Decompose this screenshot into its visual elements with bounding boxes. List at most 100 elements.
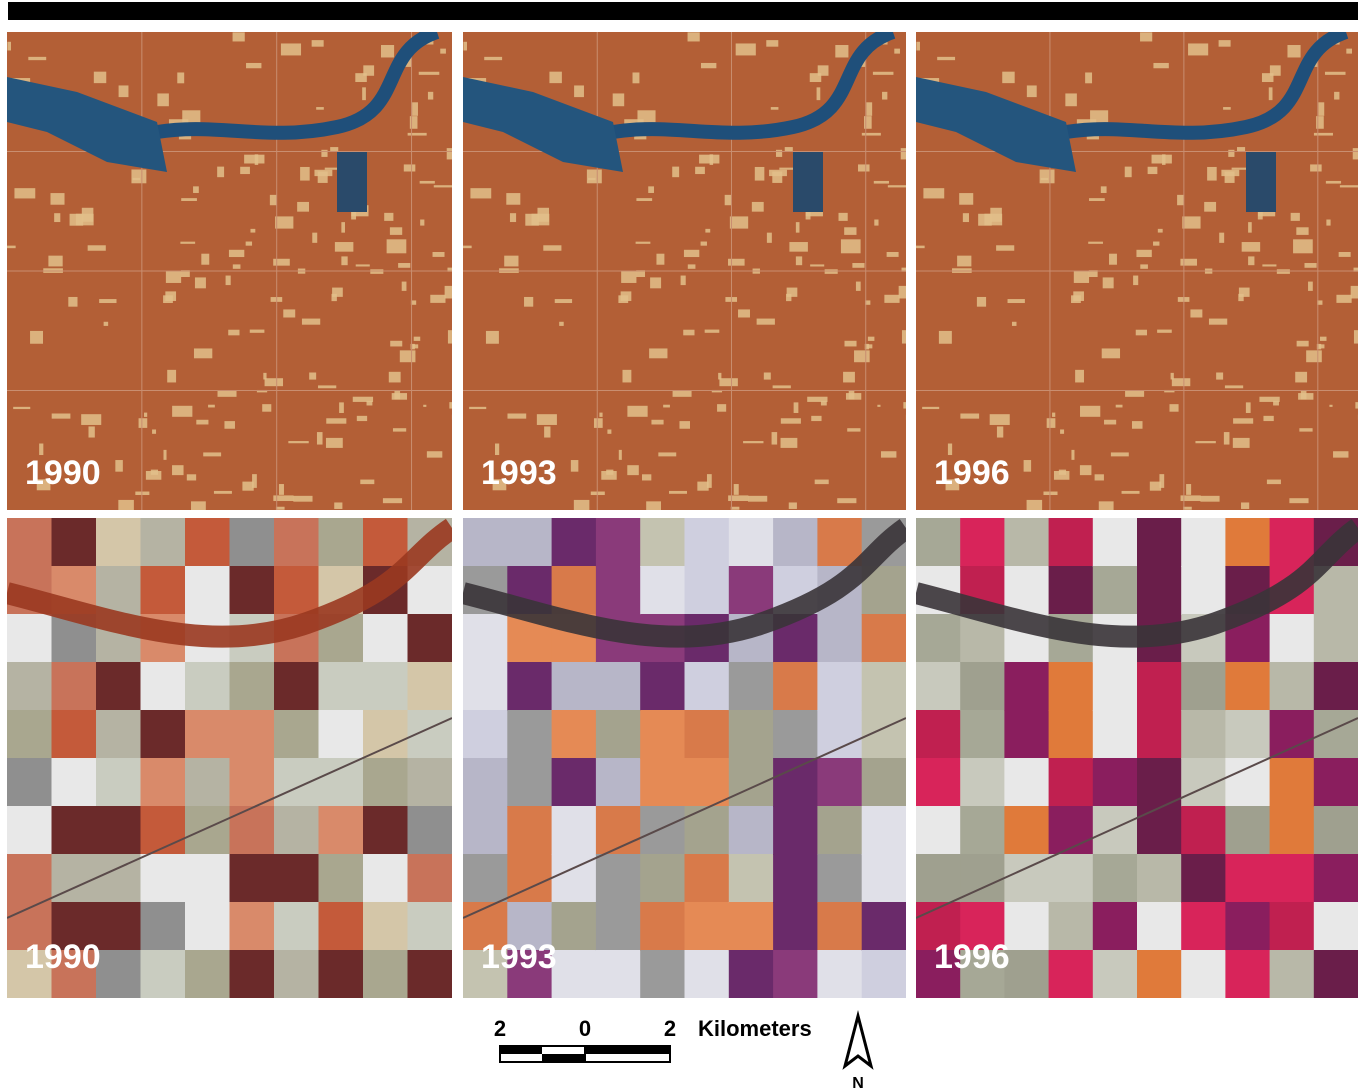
patch bbox=[810, 264, 824, 266]
field bbox=[363, 902, 409, 951]
patch bbox=[811, 416, 821, 421]
patch bbox=[48, 256, 62, 267]
field bbox=[1137, 902, 1182, 951]
panel-content bbox=[463, 32, 920, 512]
field bbox=[7, 662, 53, 711]
patch bbox=[1319, 344, 1325, 348]
patch bbox=[997, 426, 1003, 437]
scale-tick: 2 bbox=[494, 1016, 506, 1041]
field bbox=[1270, 710, 1315, 759]
scale-tick: 2 bbox=[664, 1016, 676, 1041]
patch bbox=[663, 405, 670, 408]
patch bbox=[651, 420, 663, 425]
patch bbox=[412, 102, 418, 116]
patch bbox=[297, 202, 309, 212]
patch bbox=[1299, 428, 1312, 431]
patch bbox=[764, 372, 771, 379]
patch bbox=[537, 414, 557, 425]
patch bbox=[1225, 385, 1243, 388]
patch bbox=[1095, 474, 1104, 480]
patch bbox=[410, 116, 418, 129]
patch bbox=[402, 282, 407, 291]
field bbox=[141, 950, 187, 999]
patch bbox=[1040, 170, 1055, 184]
patch bbox=[1246, 402, 1251, 413]
patch bbox=[656, 254, 664, 265]
patch bbox=[1065, 93, 1077, 106]
patch bbox=[864, 116, 872, 129]
field bbox=[363, 662, 409, 711]
field bbox=[1137, 950, 1182, 999]
field bbox=[640, 806, 685, 855]
patch bbox=[1262, 73, 1274, 82]
town bbox=[793, 152, 823, 212]
patch bbox=[1104, 420, 1116, 425]
field bbox=[408, 614, 454, 663]
patch bbox=[318, 385, 336, 388]
field bbox=[729, 902, 774, 951]
field bbox=[274, 566, 320, 615]
patch bbox=[807, 397, 827, 402]
field bbox=[463, 806, 508, 855]
patch bbox=[326, 438, 343, 448]
patch bbox=[194, 348, 212, 358]
field bbox=[1093, 518, 1138, 567]
patch bbox=[841, 239, 861, 253]
field bbox=[862, 902, 907, 951]
field bbox=[729, 950, 774, 999]
patch bbox=[1223, 107, 1231, 110]
patch bbox=[1325, 72, 1346, 75]
patch bbox=[1125, 390, 1144, 397]
patch bbox=[208, 405, 215, 408]
patch bbox=[701, 63, 716, 68]
patch bbox=[868, 337, 875, 341]
patch bbox=[679, 421, 690, 429]
field bbox=[916, 662, 961, 711]
patch bbox=[309, 372, 316, 379]
patch bbox=[115, 460, 122, 472]
patch bbox=[341, 256, 347, 265]
patch bbox=[1152, 155, 1172, 164]
patch bbox=[1204, 202, 1216, 212]
patch bbox=[1188, 43, 1208, 55]
patch bbox=[1158, 229, 1163, 233]
patch bbox=[1297, 341, 1309, 347]
patch bbox=[419, 72, 440, 75]
patch bbox=[773, 385, 791, 388]
field bbox=[274, 854, 320, 903]
field bbox=[185, 806, 231, 855]
field bbox=[1181, 758, 1226, 807]
patch bbox=[196, 420, 208, 425]
field bbox=[773, 758, 818, 807]
panel-content bbox=[916, 32, 1362, 512]
field bbox=[773, 854, 818, 903]
north-label: N bbox=[852, 1075, 864, 1092]
patch bbox=[874, 181, 889, 184]
patch bbox=[699, 155, 719, 164]
patch bbox=[789, 502, 797, 508]
patch bbox=[151, 470, 158, 475]
patch bbox=[1125, 167, 1132, 178]
patch bbox=[559, 322, 564, 326]
year-label: 1990 bbox=[25, 938, 101, 976]
field bbox=[817, 662, 862, 711]
patch bbox=[789, 242, 807, 252]
patch bbox=[960, 413, 979, 418]
patch bbox=[858, 164, 870, 171]
patch bbox=[613, 93, 625, 106]
patch bbox=[1136, 250, 1151, 257]
field bbox=[1049, 566, 1094, 615]
field bbox=[230, 662, 276, 711]
field bbox=[274, 518, 320, 567]
field bbox=[96, 950, 142, 999]
patch bbox=[1314, 133, 1333, 136]
patch bbox=[1177, 195, 1184, 205]
patch bbox=[118, 500, 134, 511]
field bbox=[817, 758, 862, 807]
patch bbox=[463, 42, 467, 51]
field bbox=[1049, 710, 1094, 759]
patch bbox=[825, 269, 838, 274]
patch bbox=[959, 193, 973, 205]
patch bbox=[357, 416, 367, 421]
field bbox=[729, 710, 774, 759]
